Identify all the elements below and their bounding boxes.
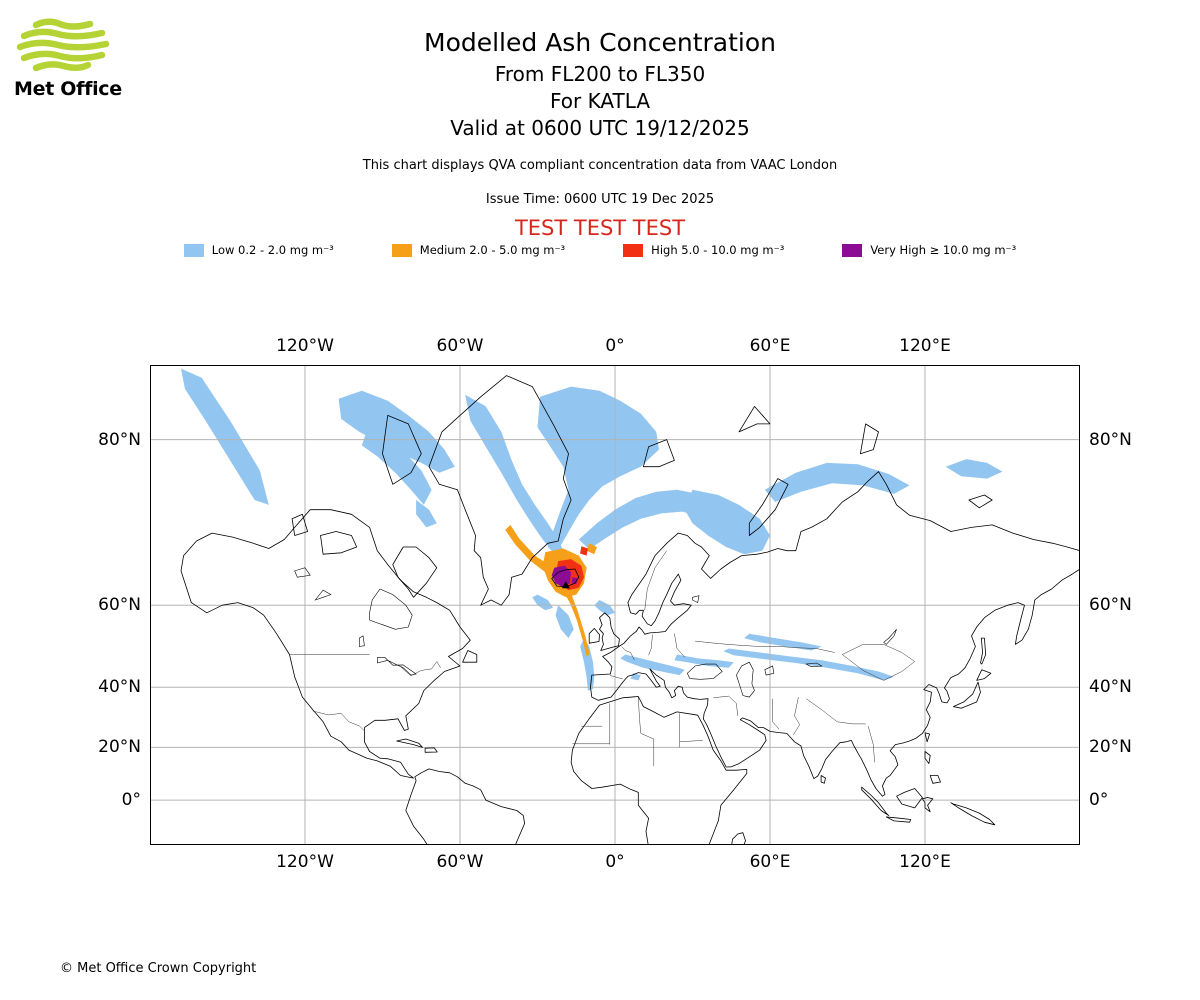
met-office-logo-text: Met Office — [14, 78, 122, 100]
x-tick-top: 0° — [605, 336, 625, 356]
legend-label-high: High 5.0 - 10.0 mg m⁻³ — [651, 243, 785, 257]
subtitle-flight-levels: From FL200 to FL350 — [494, 62, 706, 86]
world-map — [150, 365, 1080, 845]
legend-swatch-low — [183, 243, 204, 257]
legend-swatch-medium — [391, 243, 412, 257]
subtitle-volcano: For KATLA — [550, 89, 650, 113]
copyright-notice: © Met Office Crown Copyright — [60, 961, 257, 976]
legend-item-medium: Medium 2.0 - 5.0 mg m⁻³ — [391, 243, 566, 257]
issue-time: Issue Time: 0600 UTC 19 Dec 2025 — [485, 192, 715, 207]
x-tick-bottom: 60°E — [749, 852, 791, 872]
y-tick-right: 80°N — [1089, 429, 1132, 450]
x-tick-bottom: 120°E — [899, 852, 951, 872]
y-tick-right: 0° — [1089, 790, 1109, 811]
legend-item-low: Low 0.2 - 2.0 mg m⁻³ — [183, 243, 334, 257]
x-tick-bottom: 120°W — [276, 852, 334, 872]
met-office-logo: Met Office — [14, 18, 124, 100]
legend-swatch-very_high — [842, 243, 863, 257]
y-tick-left: 80°N — [98, 429, 141, 450]
legend-label-medium: Medium 2.0 - 5.0 mg m⁻³ — [419, 243, 566, 257]
x-tick-top: 120°E — [899, 336, 951, 356]
x-tick-top: 60°W — [436, 336, 484, 356]
map-area: 120°W 120°W 60°W 60°W 0° 0° 60°E 60°E 120°E 120°E… — [98, 336, 1132, 872]
legend-label-very_high: Very High ≥ 10.0 mg m⁻³ — [870, 243, 1017, 257]
y-tick-right: 40°N — [1089, 677, 1132, 698]
legend-label-low: Low 0.2 - 2.0 mg m⁻³ — [211, 243, 334, 257]
y-tick-left: 20°N — [98, 737, 141, 758]
y-tick-left: 60°N — [98, 595, 141, 616]
legend-item-very_high: Very High ≥ 10.0 mg m⁻³ — [842, 243, 1016, 257]
x-tick-top: 60°E — [749, 336, 791, 356]
legend-item-high: High 5.0 - 10.0 mg m⁻³ — [623, 243, 784, 257]
x-tick-bottom: 0° — [605, 852, 625, 872]
test-banner: TEST TEST TEST — [514, 216, 686, 240]
y-tick-right: 20°N — [1089, 737, 1132, 758]
met-office-logo-waves-icon — [16, 18, 110, 72]
x-tick-top: 120°W — [276, 336, 334, 356]
y-tick-left: 0° — [121, 790, 141, 811]
x-tick-bottom: 60°W — [436, 852, 484, 872]
page-title: Modelled Ash Concentration — [424, 28, 776, 57]
header-block: Modelled Ash Concentration From FL200 to… — [0, 0, 1200, 240]
subtitle-valid-time: Valid at 0600 UTC 19/12/2025 — [450, 116, 750, 140]
y-tick-right: 60°N — [1089, 595, 1132, 616]
legend-swatch-high — [623, 243, 644, 257]
qva-description: This chart displays QVA compliant concen… — [362, 158, 838, 173]
y-tick-left: 40°N — [98, 677, 141, 698]
legend: Low 0.2 - 2.0 mg m⁻³ Medium 2.0 - 5.0 mg … — [0, 243, 1200, 257]
